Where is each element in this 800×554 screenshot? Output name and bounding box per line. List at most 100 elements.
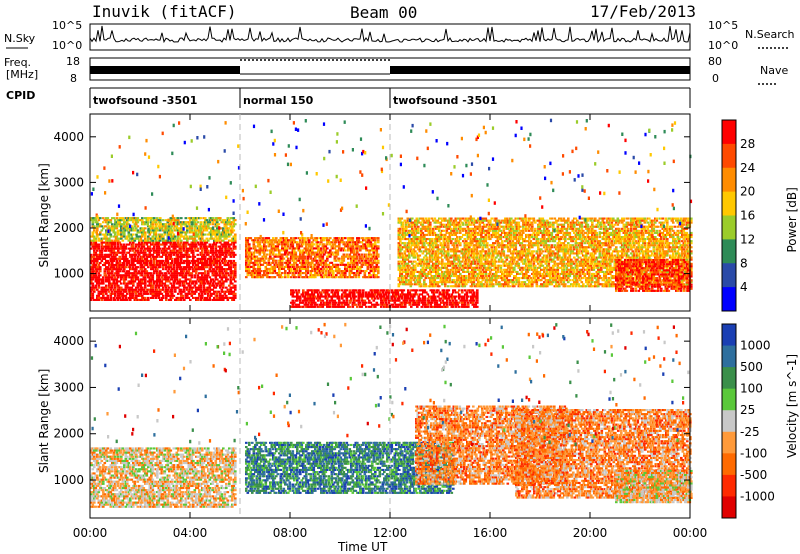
data-cell [308,301,311,304]
data-cell [320,276,323,279]
data-cell [293,274,296,277]
data-cell [291,251,295,254]
data-cell [470,295,473,298]
data-cell [157,239,161,242]
data-cell [183,284,186,287]
data-cell [150,296,153,299]
data-cell [302,263,305,266]
data-cell [362,291,365,294]
data-cell [232,221,236,224]
data-cell [207,227,210,230]
data-cell [97,278,101,281]
data-cell [93,217,96,220]
data-cell [129,296,132,299]
data-cell [207,292,210,295]
data-cell [160,243,164,246]
data-cell [228,221,231,224]
data-cell [232,219,236,222]
data-cell [154,249,158,252]
data-cell [229,276,233,279]
data-cell [102,247,105,250]
data-cell [93,249,96,252]
data-cell [350,255,353,258]
data-cell [429,283,432,286]
data-cell [400,221,404,224]
data-cell [127,274,131,277]
data-cell [120,251,123,254]
data-cell [429,281,432,284]
data-cell [309,303,313,306]
data-cell [117,233,120,236]
data-cell [123,243,126,246]
data-cell [426,264,429,267]
data-cell [153,259,156,262]
data-cell [181,296,185,299]
data-cell [306,265,310,268]
data-cell [196,262,200,265]
data-cell [105,298,108,301]
data-cell [293,265,296,268]
data-cell [342,272,346,275]
data-cell [226,235,230,238]
data-cell [196,274,200,277]
data-cell [408,297,412,300]
data-cell [396,297,400,300]
data-cell [105,219,108,222]
data-cell [426,256,429,259]
data-cell [332,265,335,268]
data-cell [245,259,248,262]
data-cell [207,264,210,267]
data-cell [420,242,423,245]
data-cell [254,261,257,264]
data-cell [399,238,402,241]
data-cell [187,272,191,275]
data-cell [303,239,307,242]
data-cell [135,266,138,269]
data-cell [214,245,218,248]
data-cell [263,253,266,256]
data-cell [120,225,123,228]
data-cell [255,241,259,244]
data-cell [423,289,427,292]
data-cell [302,291,305,294]
data-cell [151,294,155,297]
data-cell [423,297,427,300]
data-cell [339,263,343,266]
data-cell [169,227,173,230]
data-cell [153,280,156,283]
data-cell [299,253,302,256]
data-cell [112,241,116,244]
data-cell [196,229,200,232]
data-cell [411,240,414,243]
data-cell [219,233,222,236]
data-cell [333,276,337,279]
data-cell [415,246,419,249]
data-cell [171,251,174,254]
data-cell [424,225,428,228]
data-cell [452,305,455,308]
data-cell [327,263,331,266]
data-cell [405,229,408,232]
data-cell [190,245,194,248]
data-cell [342,243,346,246]
data-cell [431,289,434,292]
data-cell [91,245,95,248]
data-cell [421,217,425,220]
data-cell [210,270,213,273]
data-cell [269,270,272,273]
data-cell [366,267,370,270]
data-cell [183,282,186,285]
data-cell [196,298,200,301]
data-cell [133,276,137,279]
data-cell [467,303,470,306]
data-cell [383,289,386,292]
data-cell [321,261,325,264]
data-cell [225,227,228,230]
data-cell [468,291,472,294]
data-cell [201,266,204,269]
data-cell [393,301,397,304]
data-cell [100,249,104,252]
data-cell [177,280,180,283]
data-cell [403,238,407,241]
data-cell [424,229,428,232]
